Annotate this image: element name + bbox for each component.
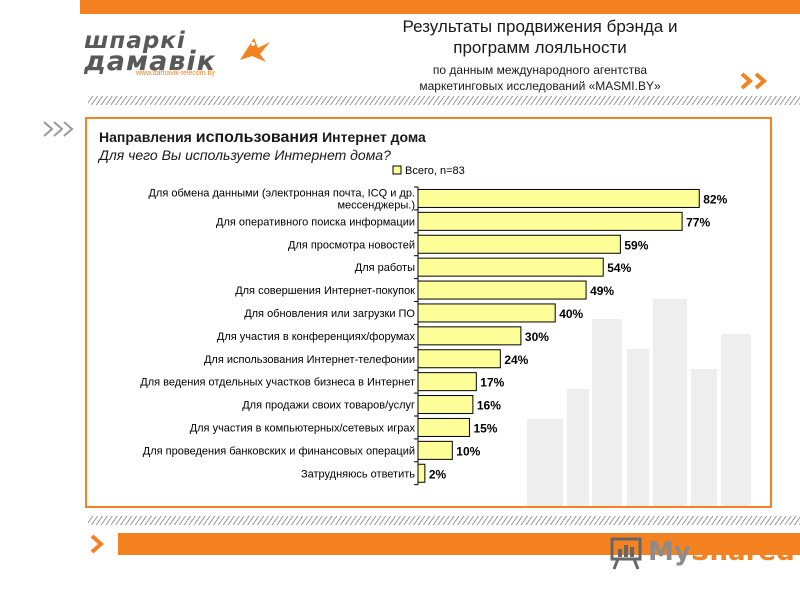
bar — [417, 326, 522, 346]
category-label: Для продажи своих товаров/услуг — [242, 400, 415, 412]
data-label: 82% — [703, 192, 727, 206]
category-label: Для обмена данными (электронная почта, I… — [148, 187, 415, 199]
data-label: 16% — [477, 399, 501, 413]
data-label: 77% — [686, 215, 710, 229]
legend-label: Всего, n=83 — [405, 165, 465, 177]
page-title: Результаты продвижения брэнда и программ… — [340, 16, 740, 58]
myshared-shared: Shared — [690, 537, 795, 567]
category-label: Для использования Интернет-телефонии — [204, 354, 415, 366]
category-label: мессенджеры.) — [337, 199, 415, 211]
bar — [417, 303, 556, 323]
bar — [417, 463, 426, 483]
panel-title: Направления использования Интернет дома — [99, 129, 426, 147]
page-title-line-2: программ лояльности — [453, 38, 627, 57]
data-label: 15% — [473, 421, 497, 435]
footer-divider — [88, 516, 800, 525]
bar — [417, 188, 700, 208]
presentation-board-icon — [610, 537, 642, 570]
category-label: Для просмотра новостей — [288, 239, 415, 251]
bar — [417, 440, 453, 460]
chevron-icon — [43, 121, 74, 137]
bar — [417, 211, 683, 231]
myshared-text: MyShared — [648, 537, 795, 567]
category-label: Затрудняюсь ответить — [301, 468, 415, 480]
page-subtitle-line-2: маркетинговых исследований «MASMI.BY» — [419, 79, 661, 93]
myshared-my: My — [648, 537, 691, 567]
city-skyline — [527, 299, 751, 506]
bar-series: 82% 77% 59% 54% 49% 40% 30% 24%17% 16% 15% 10% 2% — [417, 188, 728, 483]
page-title-line-1: Результаты продвижения брэнда и — [402, 17, 678, 36]
bar-chart: Всего, n=83 82% 77% 59% 54% 49% 40% 30% 24%17% 1… — [140, 165, 751, 506]
chevron-icon — [90, 534, 105, 554]
page-subtitle-line-1: по данным международного агентства — [432, 63, 648, 77]
data-label: 17% — [480, 376, 504, 390]
top-accent-bar — [80, 0, 800, 14]
bar — [417, 395, 474, 415]
damavik-logo: шпаркі дамавік www.damavik-telecom.by — [84, 28, 284, 88]
bird-icon — [240, 38, 270, 62]
bar — [417, 234, 621, 254]
data-label: 30% — [525, 330, 549, 344]
data-label: 40% — [559, 307, 583, 321]
chart-panel: Направления использования Интернет дома … — [85, 117, 772, 508]
data-label: 49% — [590, 284, 614, 298]
data-label: 2% — [429, 467, 447, 481]
category-label: Для ведения отдельных участков бизнеса в… — [140, 377, 415, 389]
category-label: Для участия в компьютерных/сетевых играх — [190, 422, 416, 434]
category-label: Для работы — [355, 262, 415, 274]
category-label: Для оперативного поиска информации — [216, 216, 415, 228]
legend-swatch — [392, 165, 402, 175]
chevron-icon — [740, 72, 768, 90]
page-subtitle: по данным международного агентства марке… — [340, 62, 740, 94]
bar — [417, 417, 470, 437]
data-label: 54% — [607, 261, 631, 275]
data-label: 24% — [504, 353, 528, 367]
data-label: 10% — [456, 444, 480, 458]
chart-legend: Всего, n=83 — [392, 165, 465, 177]
category-label: Для обновления или загрузки ПО — [244, 308, 415, 320]
panel-question: Для чего Вы используете Интернет дома? — [99, 147, 391, 163]
category-label: Для проведения банковских и финансовых о… — [143, 445, 415, 457]
logo-line-1: шпаркі — [84, 28, 186, 54]
category-label: Для участия в конференциях/форумах — [217, 331, 416, 343]
panel-title-part-3: Интернет дома — [318, 129, 426, 145]
header-divider — [88, 96, 800, 105]
logo-line-2: дамавік — [84, 46, 216, 77]
data-label: 59% — [624, 238, 648, 252]
logo-url: www.damavik-telecom.by — [136, 70, 215, 77]
bar — [417, 372, 477, 392]
bar — [417, 257, 604, 277]
category-label: Для совершения Интернет-покупок — [235, 285, 415, 297]
panel-title-part-1: Направления — [99, 129, 196, 145]
bar — [417, 280, 587, 300]
category-axis: Для обмена данными (электронная почта, I… — [140, 186, 419, 486]
bar — [417, 349, 501, 369]
panel-title-part-2: использования — [195, 129, 319, 146]
